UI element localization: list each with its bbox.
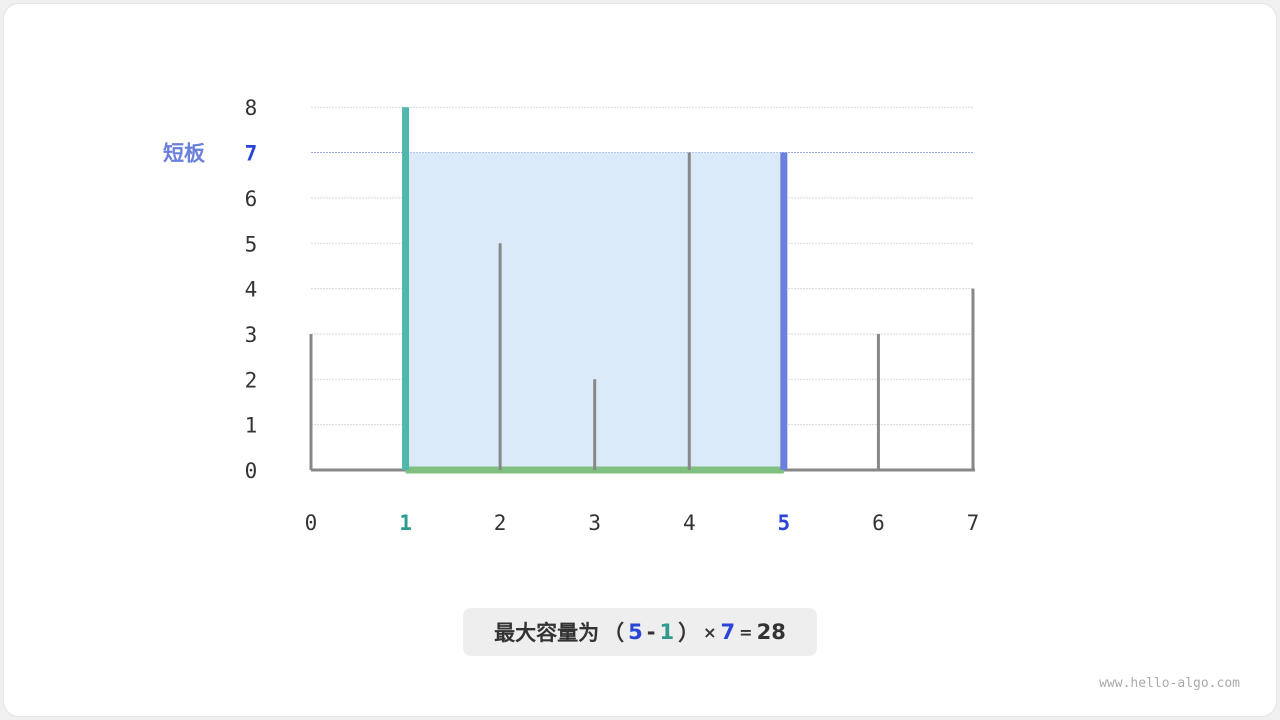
x-tick-label: 5 xyxy=(778,511,791,535)
y-tick-label: 5 xyxy=(245,232,258,256)
y-tick-label: 6 xyxy=(245,187,258,211)
result-value: 28 xyxy=(756,620,786,644)
watermark: www.hello-algo.com xyxy=(1099,676,1240,691)
x-tick-label: 6 xyxy=(872,511,885,535)
x-tick-label: 1 xyxy=(399,511,412,535)
result-left: 1 xyxy=(659,620,675,644)
result-prefix: 最大容量为 xyxy=(494,621,600,645)
result-times: × xyxy=(703,622,717,642)
x-tick-label: 0 xyxy=(305,511,318,535)
y-tick-label: 2 xyxy=(245,368,258,392)
result-right: 5 xyxy=(628,620,643,644)
result-open: （ xyxy=(603,621,625,645)
result-box: 最大容量为 （ 5 - 1 ） × 7 = 28 xyxy=(463,608,817,656)
x-tick-label: 3 xyxy=(588,511,601,535)
result-close: ） xyxy=(678,621,700,645)
y-tick-label: 1 xyxy=(245,414,258,438)
result-equals: = xyxy=(739,622,753,642)
result-height: 7 xyxy=(720,620,736,644)
y-tick-label: 3 xyxy=(245,323,258,347)
y-tick-label: 8 xyxy=(245,96,258,120)
x-tick-label: 4 xyxy=(683,511,696,535)
x-tick-label: 7 xyxy=(967,511,980,535)
y-tick-label: 0 xyxy=(245,459,258,483)
result-minus: - xyxy=(646,620,656,644)
y-tick-label: 4 xyxy=(245,278,258,302)
y-tick-label: 7 xyxy=(245,142,258,166)
short-board-label: 短板 xyxy=(163,142,206,166)
x-tick-label: 2 xyxy=(494,511,507,535)
